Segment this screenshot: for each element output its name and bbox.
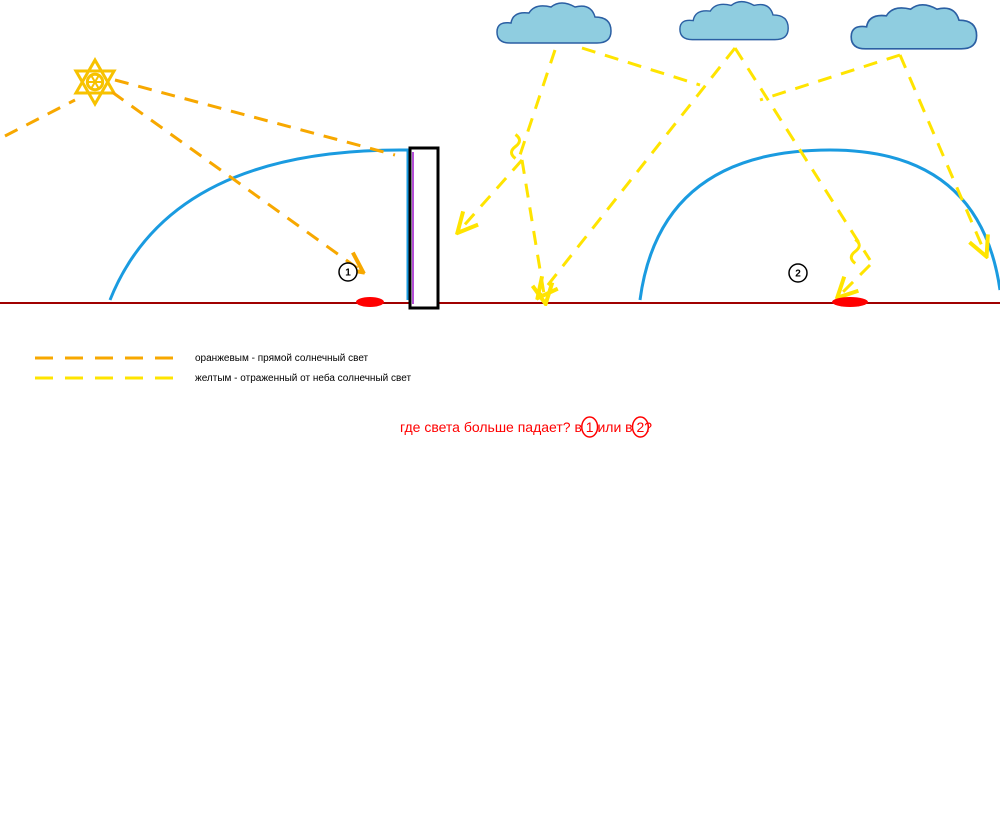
- wall: [410, 148, 438, 308]
- light-ray: [840, 265, 870, 295]
- marker-2: 2: [789, 264, 807, 282]
- question-text: где света больше падает? в 1 или в 2?: [400, 419, 652, 435]
- light-ray: [522, 160, 545, 300]
- marker-1: 1: [339, 263, 357, 281]
- light-ray: [760, 55, 900, 100]
- cloud-icon: [680, 2, 788, 40]
- light-ray: [115, 80, 395, 155]
- light-ray: [112, 92, 360, 270]
- sun-icon: [76, 60, 114, 104]
- question-prefix: где света больше падает? в: [400, 419, 586, 435]
- plant-spot-1: [356, 297, 384, 307]
- marker-label: 1: [345, 268, 351, 279]
- question-circle-1: 1: [586, 419, 594, 435]
- marker-label: 2: [795, 269, 801, 280]
- ray-squiggle: [851, 239, 859, 263]
- dome-1: [110, 150, 408, 300]
- light-ray: [900, 55, 985, 253]
- question-circle-2: 2: [637, 419, 645, 435]
- legend-label: желтым - отраженный от неба солнечный св…: [195, 372, 411, 384]
- dome-2: [640, 150, 1000, 300]
- light-ray: [460, 160, 522, 230]
- light-ray: [582, 48, 700, 85]
- diagram-canvas: 1 2 оранжевым - прямой солнечный свет желты…: [0, 0, 1000, 830]
- light-ray: [5, 100, 75, 136]
- light-ray: [540, 48, 735, 295]
- light-ray: [520, 50, 555, 155]
- plant-spot-2: [832, 297, 868, 307]
- light-ray: [735, 48, 870, 260]
- ray-squiggle: [512, 135, 520, 159]
- cloud-icon: [497, 3, 611, 43]
- legend-label: оранжевым - прямой солнечный свет: [195, 353, 369, 364]
- cloud-icon: [851, 5, 976, 49]
- question-mid: или в: [594, 419, 637, 435]
